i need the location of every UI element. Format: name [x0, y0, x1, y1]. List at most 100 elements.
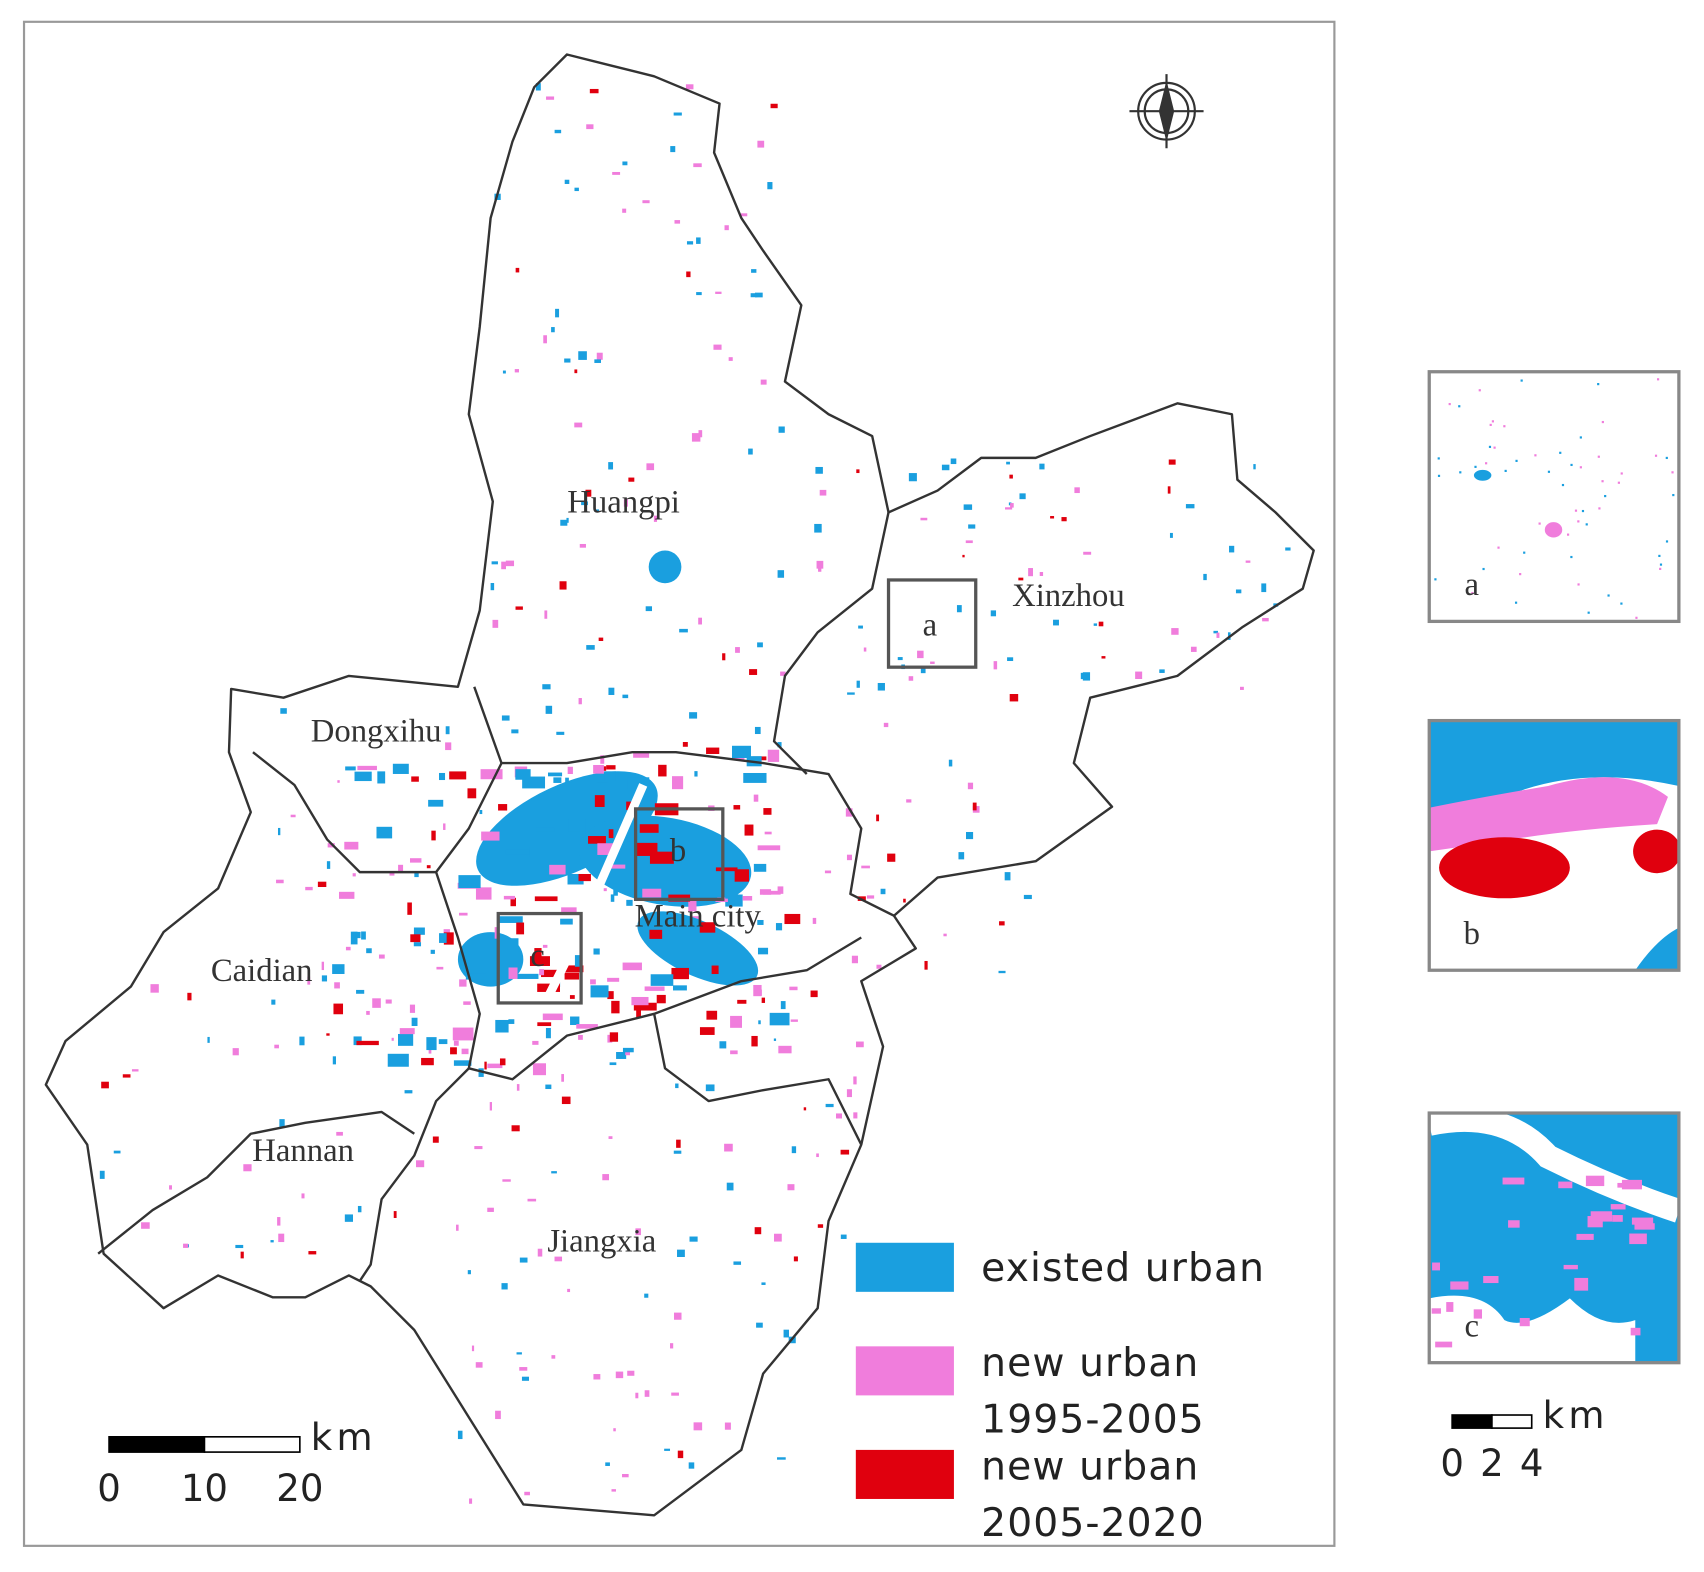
- urban-patch: [1478, 389, 1481, 392]
- urban-patch: [439, 933, 447, 943]
- urban-patch: [812, 917, 817, 924]
- urban-patch: [1566, 533, 1570, 536]
- urban-patch: [761, 997, 766, 1003]
- urban-patch: [537, 1022, 552, 1027]
- urban-patch: [825, 1103, 834, 1108]
- urban-patch: [682, 742, 688, 747]
- urban-patch: [568, 819, 586, 832]
- urban-patch: [1493, 446, 1496, 449]
- urban-patch: [876, 814, 880, 822]
- urban-core: [637, 911, 759, 986]
- urban-patch: [326, 861, 331, 869]
- urban-patch: [611, 1000, 620, 1014]
- urban-patch: [467, 788, 477, 799]
- urban-patch: [579, 543, 586, 548]
- urban-patch: [759, 889, 772, 895]
- urban-patch: [756, 1322, 763, 1328]
- scale-segment: [203, 1436, 301, 1453]
- urban-patch: [715, 867, 738, 872]
- district-boundary: [473, 686, 895, 917]
- urban-patch: [521, 1376, 530, 1381]
- urban-patch: [609, 1062, 617, 1066]
- urban-patch: [607, 977, 620, 982]
- urban-patch: [1185, 504, 1195, 509]
- urban-patch: [603, 888, 607, 892]
- urban-patch: [1671, 471, 1674, 474]
- urban-patch: [504, 938, 519, 950]
- urban-patch: [1519, 573, 1522, 576]
- urban-patch: [564, 972, 580, 980]
- urban-patch: [569, 995, 575, 999]
- urban-patch: [679, 628, 688, 633]
- urban-patch: [810, 990, 818, 998]
- urban-patch: [725, 894, 743, 907]
- urban-patch: [1574, 509, 1578, 512]
- zoom-box: [886, 578, 978, 669]
- urban-patch: [232, 1048, 239, 1056]
- urban-patch: [705, 1084, 715, 1092]
- urban-patch: [783, 1329, 789, 1338]
- urban-patch: [511, 729, 519, 734]
- urban-patch: [787, 1184, 795, 1191]
- urban-patch: [686, 241, 694, 245]
- urban-patch: [590, 979, 596, 985]
- urban-patch: [515, 769, 531, 780]
- urban-patch: [1503, 425, 1506, 428]
- urban-patch: [508, 967, 518, 979]
- urban-patch: [724, 1143, 733, 1152]
- urban-patch: [301, 1193, 305, 1199]
- urban-patch: [585, 489, 592, 497]
- urban-patch: [846, 854, 852, 861]
- urban-patch: [853, 1076, 857, 1085]
- urban-patch: [443, 823, 446, 830]
- urban-patch: [917, 650, 924, 659]
- urban-patch: [851, 955, 858, 964]
- urban-patch: [670, 1343, 674, 1349]
- urban-patch: [1459, 471, 1462, 474]
- urban-patch: [780, 671, 786, 676]
- urban-patch: [753, 794, 759, 802]
- urban-patch: [548, 772, 563, 777]
- urban-patch: [744, 824, 754, 836]
- urban-patch: [962, 554, 965, 558]
- urban-patch: [958, 852, 965, 860]
- district-label: Main city: [635, 899, 762, 935]
- district-label: Jiangxia: [547, 1223, 656, 1259]
- urban-patch: [564, 179, 570, 184]
- urban-patch: [626, 899, 633, 906]
- urban-patch: [553, 777, 562, 783]
- urban-patch: [534, 896, 558, 902]
- urban-patch: [534, 948, 542, 957]
- urban-patch: [793, 1256, 798, 1262]
- urban-patch: [677, 1450, 684, 1459]
- urban-patch: [816, 560, 824, 569]
- urban-patch: [1074, 487, 1080, 494]
- urban-patch: [529, 846, 537, 858]
- urban-patch: [574, 422, 583, 428]
- legend-label: 1995-2005: [981, 1397, 1205, 1442]
- urban-patch: [998, 970, 1006, 974]
- urban-patch: [615, 1371, 624, 1379]
- urban-patch: [608, 687, 615, 695]
- urban-patch: [761, 1282, 766, 1285]
- urban-patch: [514, 369, 519, 373]
- urban-patch: [1597, 383, 1600, 386]
- urban-patch: [480, 769, 503, 780]
- urban-patch: [1514, 601, 1518, 604]
- urban-patch: [965, 831, 974, 840]
- urban-patch: [471, 1345, 475, 1352]
- urban-patch: [596, 782, 608, 792]
- urban-area: [1429, 720, 1679, 810]
- urban-patch: [479, 809, 483, 815]
- urban-patch: [856, 1041, 864, 1048]
- urban-patch: [567, 1288, 571, 1293]
- urban-patch: [656, 994, 666, 1004]
- urban-patch: [688, 1462, 695, 1469]
- urban-patch: [527, 1198, 537, 1202]
- urban-patch: [775, 923, 783, 931]
- district-boundary: [97, 1110, 415, 1255]
- urban-patch: [321, 975, 328, 982]
- urban-patch: [767, 749, 780, 762]
- urban-patch: [696, 292, 702, 296]
- inset-bg: [1429, 371, 1679, 622]
